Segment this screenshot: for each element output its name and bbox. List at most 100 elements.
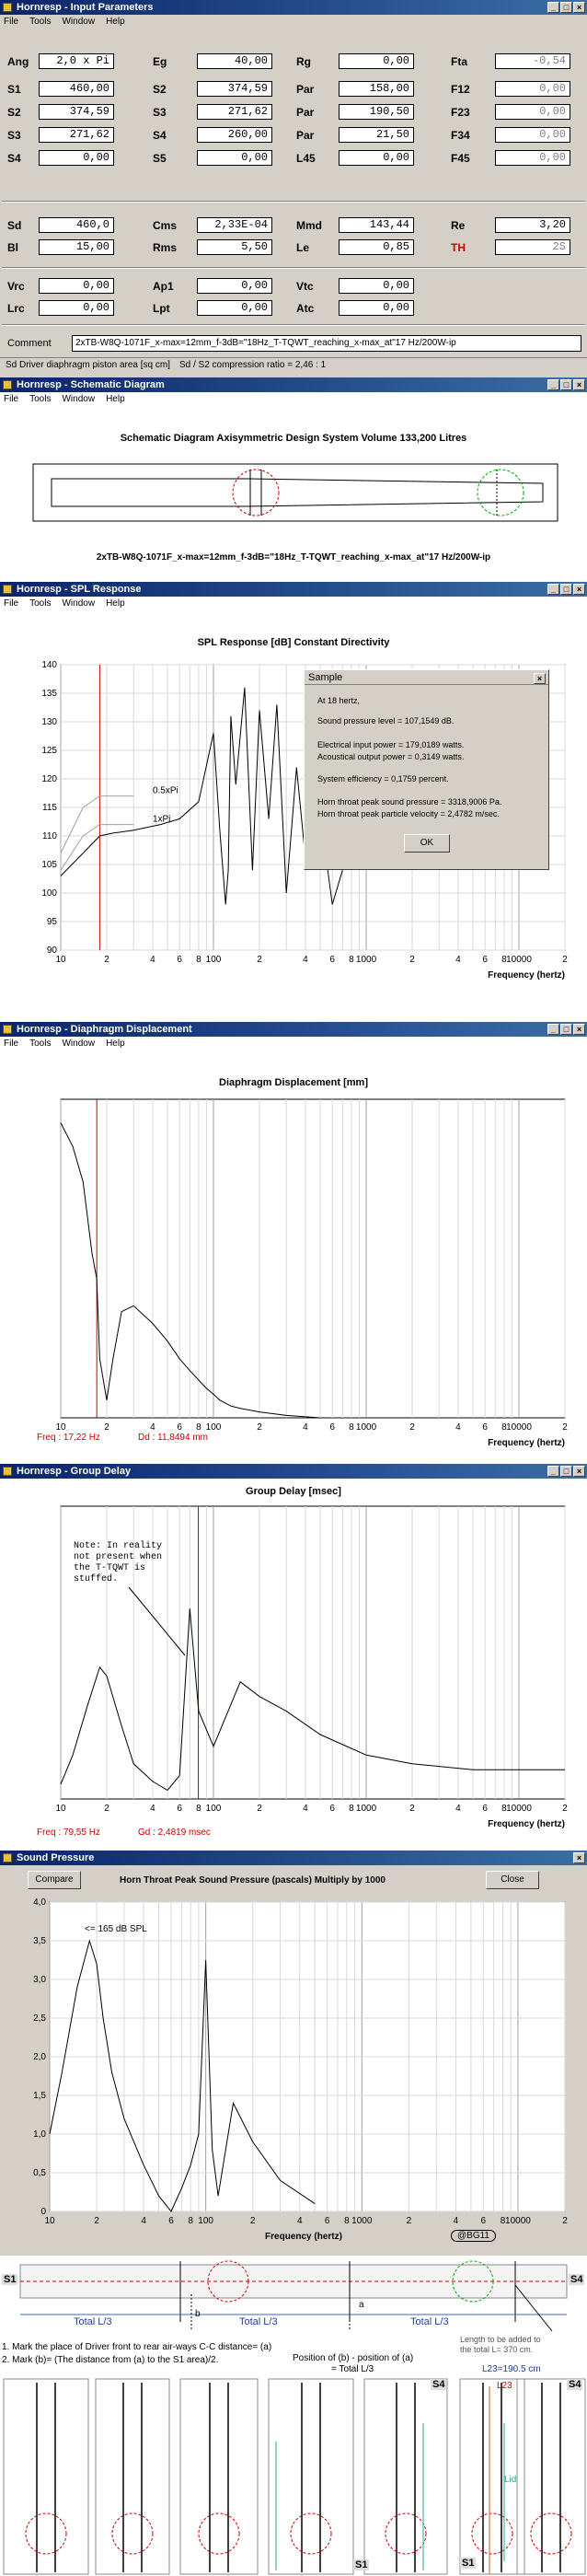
y-tick-label: 1,5 [33, 2091, 46, 2101]
y-tick-label: 110 [42, 831, 57, 841]
menu-tools[interactable]: Tools [29, 598, 52, 609]
menu-file[interactable]: File [4, 1039, 19, 1049]
y-tick-label: 105 [41, 860, 57, 870]
param-value-f12[interactable]: 0,00 [495, 81, 570, 97]
menu-window[interactable]: Window [62, 598, 96, 609]
sound-pressure-titlebar[interactable]: Sound Pressure × [0, 1851, 587, 1865]
close-button[interactable]: × [573, 1466, 585, 1477]
comment-field[interactable]: 2xTB-W8Q-1071F_x-max=12mm_f-3dB="18Hz_T-… [72, 335, 581, 352]
minimize-button[interactable]: _ [547, 1024, 559, 1035]
param-value-s4[interactable]: 0,00 [39, 150, 114, 166]
x-tick-label: 4 [303, 955, 308, 965]
series-label-one-pi: 1xPi [153, 815, 170, 825]
close-button[interactable]: × [573, 1852, 585, 1863]
param-value-eg[interactable]: 40,00 [197, 53, 272, 69]
param-value-f23[interactable]: 0,00 [495, 104, 570, 120]
param-value-bl[interactable]: 15,00 [39, 239, 114, 255]
param-value-s4[interactable]: 260,00 [197, 127, 272, 143]
param-value-ap1[interactable]: 0,00 [197, 278, 272, 294]
param-value-f45[interactable]: 0,00 [495, 150, 570, 166]
close-button[interactable]: × [573, 584, 585, 595]
maximize-button[interactable]: □ [560, 2, 572, 13]
param-value-s2[interactable]: 374,59 [39, 104, 114, 120]
menu-help[interactable]: Help [106, 598, 125, 609]
param-value-le[interactable]: 0,85 [339, 239, 414, 255]
menu-file[interactable]: File [4, 394, 19, 404]
x-axis-label: Frequency (hertz) [488, 1819, 565, 1829]
ok-button[interactable]: OK [404, 834, 450, 853]
param-value-ang[interactable]: 2,0 x Pi [39, 53, 114, 69]
panel-frame [3, 2378, 89, 2575]
displacement-titlebar[interactable]: Hornresp - Diaphragm Displacement _ □ × [0, 1022, 587, 1037]
close-button[interactable]: × [573, 2, 585, 13]
menu-window[interactable]: Window [62, 394, 96, 404]
menu-file[interactable]: File [4, 598, 19, 609]
y-tick-label: 2,0 [33, 2052, 46, 2062]
param-value-par[interactable]: 190,50 [339, 104, 414, 120]
compare-button[interactable]: Compare [28, 1871, 81, 1889]
param-value-vtc[interactable]: 0,00 [339, 278, 414, 294]
param-value-l45[interactable]: 0,00 [339, 150, 414, 166]
maximize-button[interactable]: □ [560, 1024, 572, 1035]
param-value-cms[interactable]: 2,33E-04 [197, 217, 272, 233]
minimize-button[interactable]: _ [547, 1466, 559, 1477]
spl-titlebar[interactable]: Hornresp - SPL Response _ □ × [0, 582, 587, 597]
menu-tools[interactable]: Tools [29, 394, 52, 404]
param-value-s3[interactable]: 271,62 [39, 127, 114, 143]
menu-tools[interactable]: Tools [29, 17, 52, 27]
y-tick-label: 120 [41, 774, 57, 784]
param-label-s2: S2 [153, 83, 167, 96]
param-value-s2[interactable]: 374,59 [197, 81, 272, 97]
menu-window[interactable]: Window [62, 1039, 96, 1049]
menu-help[interactable]: Help [106, 394, 125, 404]
param-value-th[interactable]: 2S [495, 239, 570, 255]
x-tick-label: 2 [104, 955, 109, 965]
param-value-fta[interactable]: -0,54 [495, 53, 570, 69]
y-tick-label: 4,0 [33, 1897, 46, 1908]
param-value-rg[interactable]: 0,00 [339, 53, 414, 69]
x-tick-label: 2 [94, 2216, 99, 2226]
panel-frame [95, 2378, 170, 2575]
input-parameters-titlebar[interactable]: Hornresp - Input Parameters _ □ × [0, 0, 587, 15]
param-value-lrc[interactable]: 0,00 [39, 300, 114, 316]
param-value-par[interactable]: 158,00 [339, 81, 414, 97]
menu-help[interactable]: Help [106, 17, 125, 27]
param-value-mmd[interactable]: 143,44 [339, 217, 414, 233]
param-value-sd[interactable]: 460,0 [39, 217, 114, 233]
series-line [60, 687, 343, 905]
param-value-rms[interactable]: 5,50 [197, 239, 272, 255]
param-value-re[interactable]: 3,20 [495, 217, 570, 233]
x-tick-label: 6 [481, 2216, 487, 2226]
x-tick-label: 4 [455, 1422, 461, 1433]
close-dialog-button[interactable]: Close [486, 1871, 539, 1889]
menu-window[interactable]: Window [62, 17, 96, 27]
menu-file[interactable]: File [4, 17, 19, 27]
param-value-s5[interactable]: 0,00 [197, 150, 272, 166]
param-value-lpt[interactable]: 0,00 [197, 300, 272, 316]
x-tick-label: 2 [407, 2216, 412, 2226]
param-value-s3[interactable]: 271,62 [197, 104, 272, 120]
s4-panel-label: S4 [431, 2379, 447, 2390]
param-value-f34[interactable]: 0,00 [495, 127, 570, 143]
schematic-titlebar[interactable]: Hornresp - Schematic Diagram _ □ × [0, 377, 587, 392]
minimize-button[interactable]: _ [547, 2, 559, 13]
group-delay-titlebar[interactable]: Hornresp - Group Delay _ □ × [0, 1464, 587, 1479]
dialog-close-button[interactable]: × [534, 673, 546, 684]
close-button[interactable]: × [573, 379, 585, 390]
param-value-par[interactable]: 21,50 [339, 127, 414, 143]
x-tick-label: 1000 [356, 955, 377, 965]
maximize-button[interactable]: □ [560, 1466, 572, 1477]
param-value-atc[interactable]: 0,00 [339, 300, 414, 316]
minimize-button[interactable]: _ [547, 584, 559, 595]
param-value-s1[interactable]: 460,00 [39, 81, 114, 97]
menu-help[interactable]: Help [106, 1039, 125, 1049]
param-value-vrc[interactable]: 0,00 [39, 278, 114, 294]
close-button[interactable]: × [573, 1024, 585, 1035]
menu-tools[interactable]: Tools [29, 1039, 52, 1049]
schematic-caption: 2xTB-W8Q-1071F_x-max=12mm_f-3dB="18Hz_T-… [96, 552, 491, 563]
x-tick-label: 8 [501, 1804, 507, 1814]
x-tick-label: 6 [329, 955, 335, 965]
maximize-button[interactable]: □ [560, 584, 572, 595]
minimize-button[interactable]: _ [547, 379, 559, 390]
maximize-button[interactable]: □ [560, 379, 572, 390]
